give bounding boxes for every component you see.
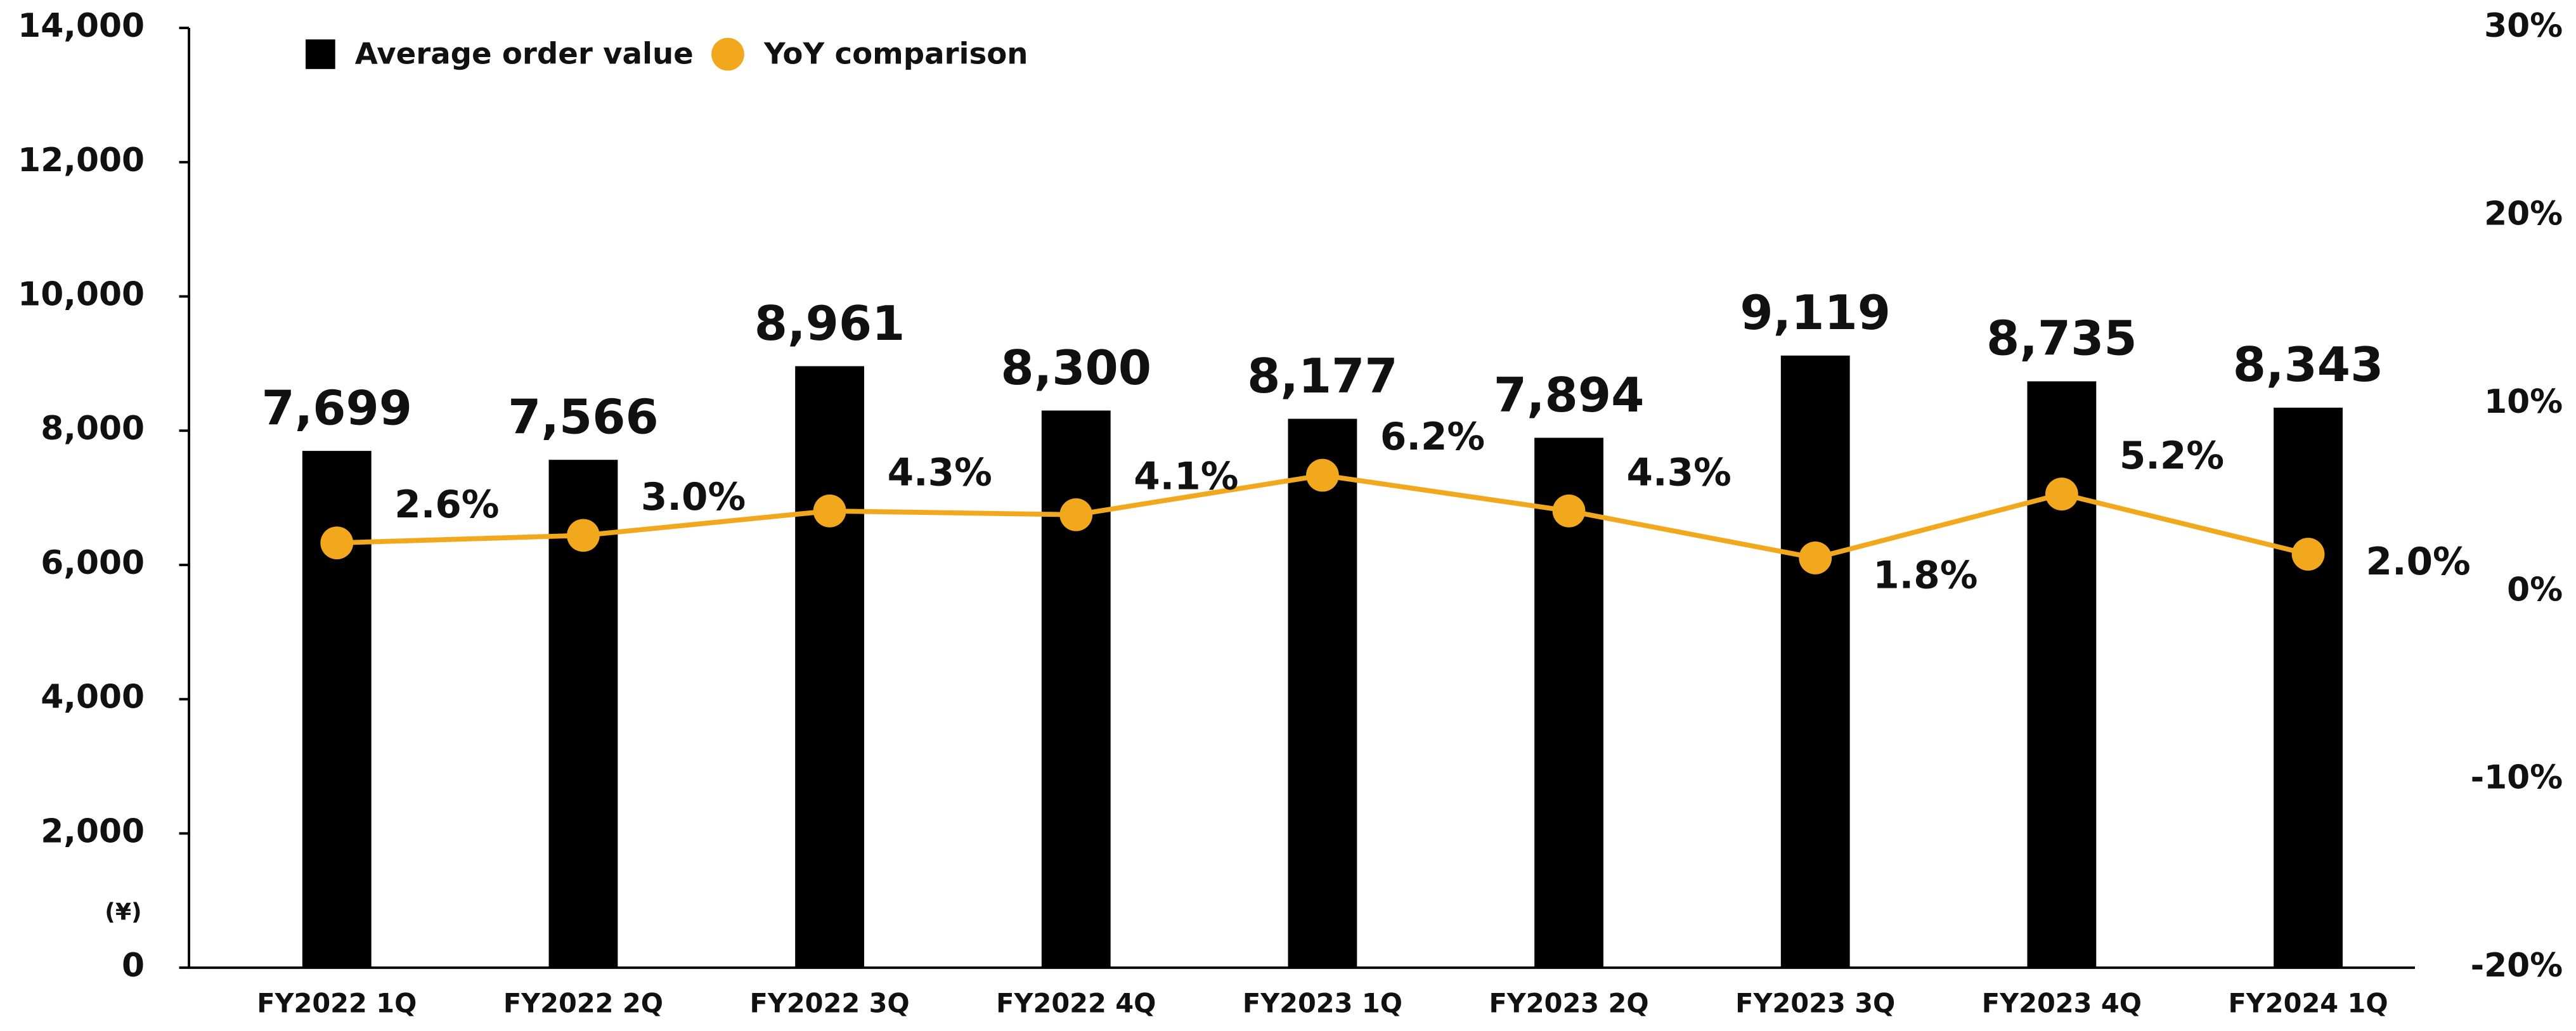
- legend-label: Average order value: [355, 37, 694, 71]
- x-tick-label: FY2022 3Q: [750, 989, 910, 1019]
- y2-tick-label: -10%: [2471, 759, 2563, 797]
- yoy-value-label: 3.0%: [641, 476, 746, 519]
- y2-tick-label: 0%: [2507, 571, 2563, 609]
- x-tick-label: FY2024 1Q: [2228, 989, 2388, 1019]
- yoy-point: [1059, 498, 1093, 531]
- x-tick-label: FY2023 3Q: [1735, 989, 1895, 1019]
- x-tick-label: FY2023 2Q: [1489, 989, 1649, 1019]
- y-tick-label: 10,000: [18, 276, 145, 314]
- yoy-point: [2045, 477, 2078, 511]
- legend-swatch: [306, 39, 335, 69]
- yoy-point: [320, 526, 354, 560]
- y2-tick-label: 30%: [2484, 7, 2563, 45]
- bar: [1041, 410, 1111, 968]
- bar: [795, 366, 865, 968]
- yoy-point: [813, 494, 846, 528]
- yoy-value-label: 4.3%: [888, 451, 992, 495]
- yoy-point: [1552, 494, 1586, 528]
- yoy-point: [1306, 458, 1339, 492]
- y-tick-label: 4,000: [41, 678, 145, 717]
- yoy-value-label: 4.3%: [1627, 451, 1731, 495]
- x-tick-label: FY2022 4Q: [996, 989, 1156, 1019]
- yoy-value-label: 1.8%: [1873, 554, 1977, 598]
- y-tick-label: 0: [122, 947, 145, 985]
- legend-label: YoY comparison: [763, 37, 1028, 71]
- y-tick-label: 2,000: [41, 812, 145, 850]
- bar-value-label: 7,699: [261, 380, 412, 436]
- x-tick-label: FY2022 1Q: [257, 989, 417, 1019]
- y-tick-label: 8,000: [41, 410, 145, 448]
- y-unit: (¥): [105, 898, 141, 926]
- y2-tick-label: 10%: [2484, 383, 2563, 421]
- bar-value-label: 7,566: [508, 389, 659, 444]
- bar: [1288, 418, 1357, 968]
- yoy-value-label: 5.2%: [2120, 434, 2224, 478]
- x-tick-label: FY2023 4Q: [1982, 989, 2142, 1019]
- y-tick-label: 14,000: [18, 7, 145, 45]
- yoy-value-label: 4.1%: [1134, 455, 1238, 498]
- y2-tick-label: 20%: [2484, 195, 2563, 233]
- bar: [2027, 381, 2097, 968]
- x-tick-label: FY2022 2Q: [503, 989, 663, 1019]
- yoy-value-label: 2.0%: [2366, 540, 2471, 584]
- bar-value-label: 8,961: [754, 295, 905, 351]
- yoy-point: [567, 519, 600, 552]
- bar-value-label: 8,343: [2233, 337, 2384, 392]
- y-tick-label: 12,000: [18, 141, 145, 179]
- x-tick-label: FY2023 1Q: [1243, 989, 1402, 1019]
- bar-value-label: 8,300: [1000, 340, 1151, 396]
- bar-value-label: 8,735: [1986, 311, 2137, 366]
- bar: [2274, 407, 2343, 968]
- yoy-value-label: 2.6%: [394, 483, 499, 527]
- yoy-value-label: 6.2%: [1380, 415, 1485, 459]
- yoy-point: [2291, 538, 2325, 571]
- y-tick-label: 6,000: [41, 544, 145, 582]
- y2-tick-label: -20%: [2471, 947, 2563, 985]
- bar-value-label: 9,119: [1740, 285, 1891, 340]
- legend-swatch: [711, 37, 744, 71]
- bar-value-label: 7,894: [1494, 367, 1645, 423]
- bar: [1780, 355, 1850, 968]
- yoy-point: [1799, 541, 1832, 574]
- bar-value-label: 8,177: [1247, 348, 1398, 404]
